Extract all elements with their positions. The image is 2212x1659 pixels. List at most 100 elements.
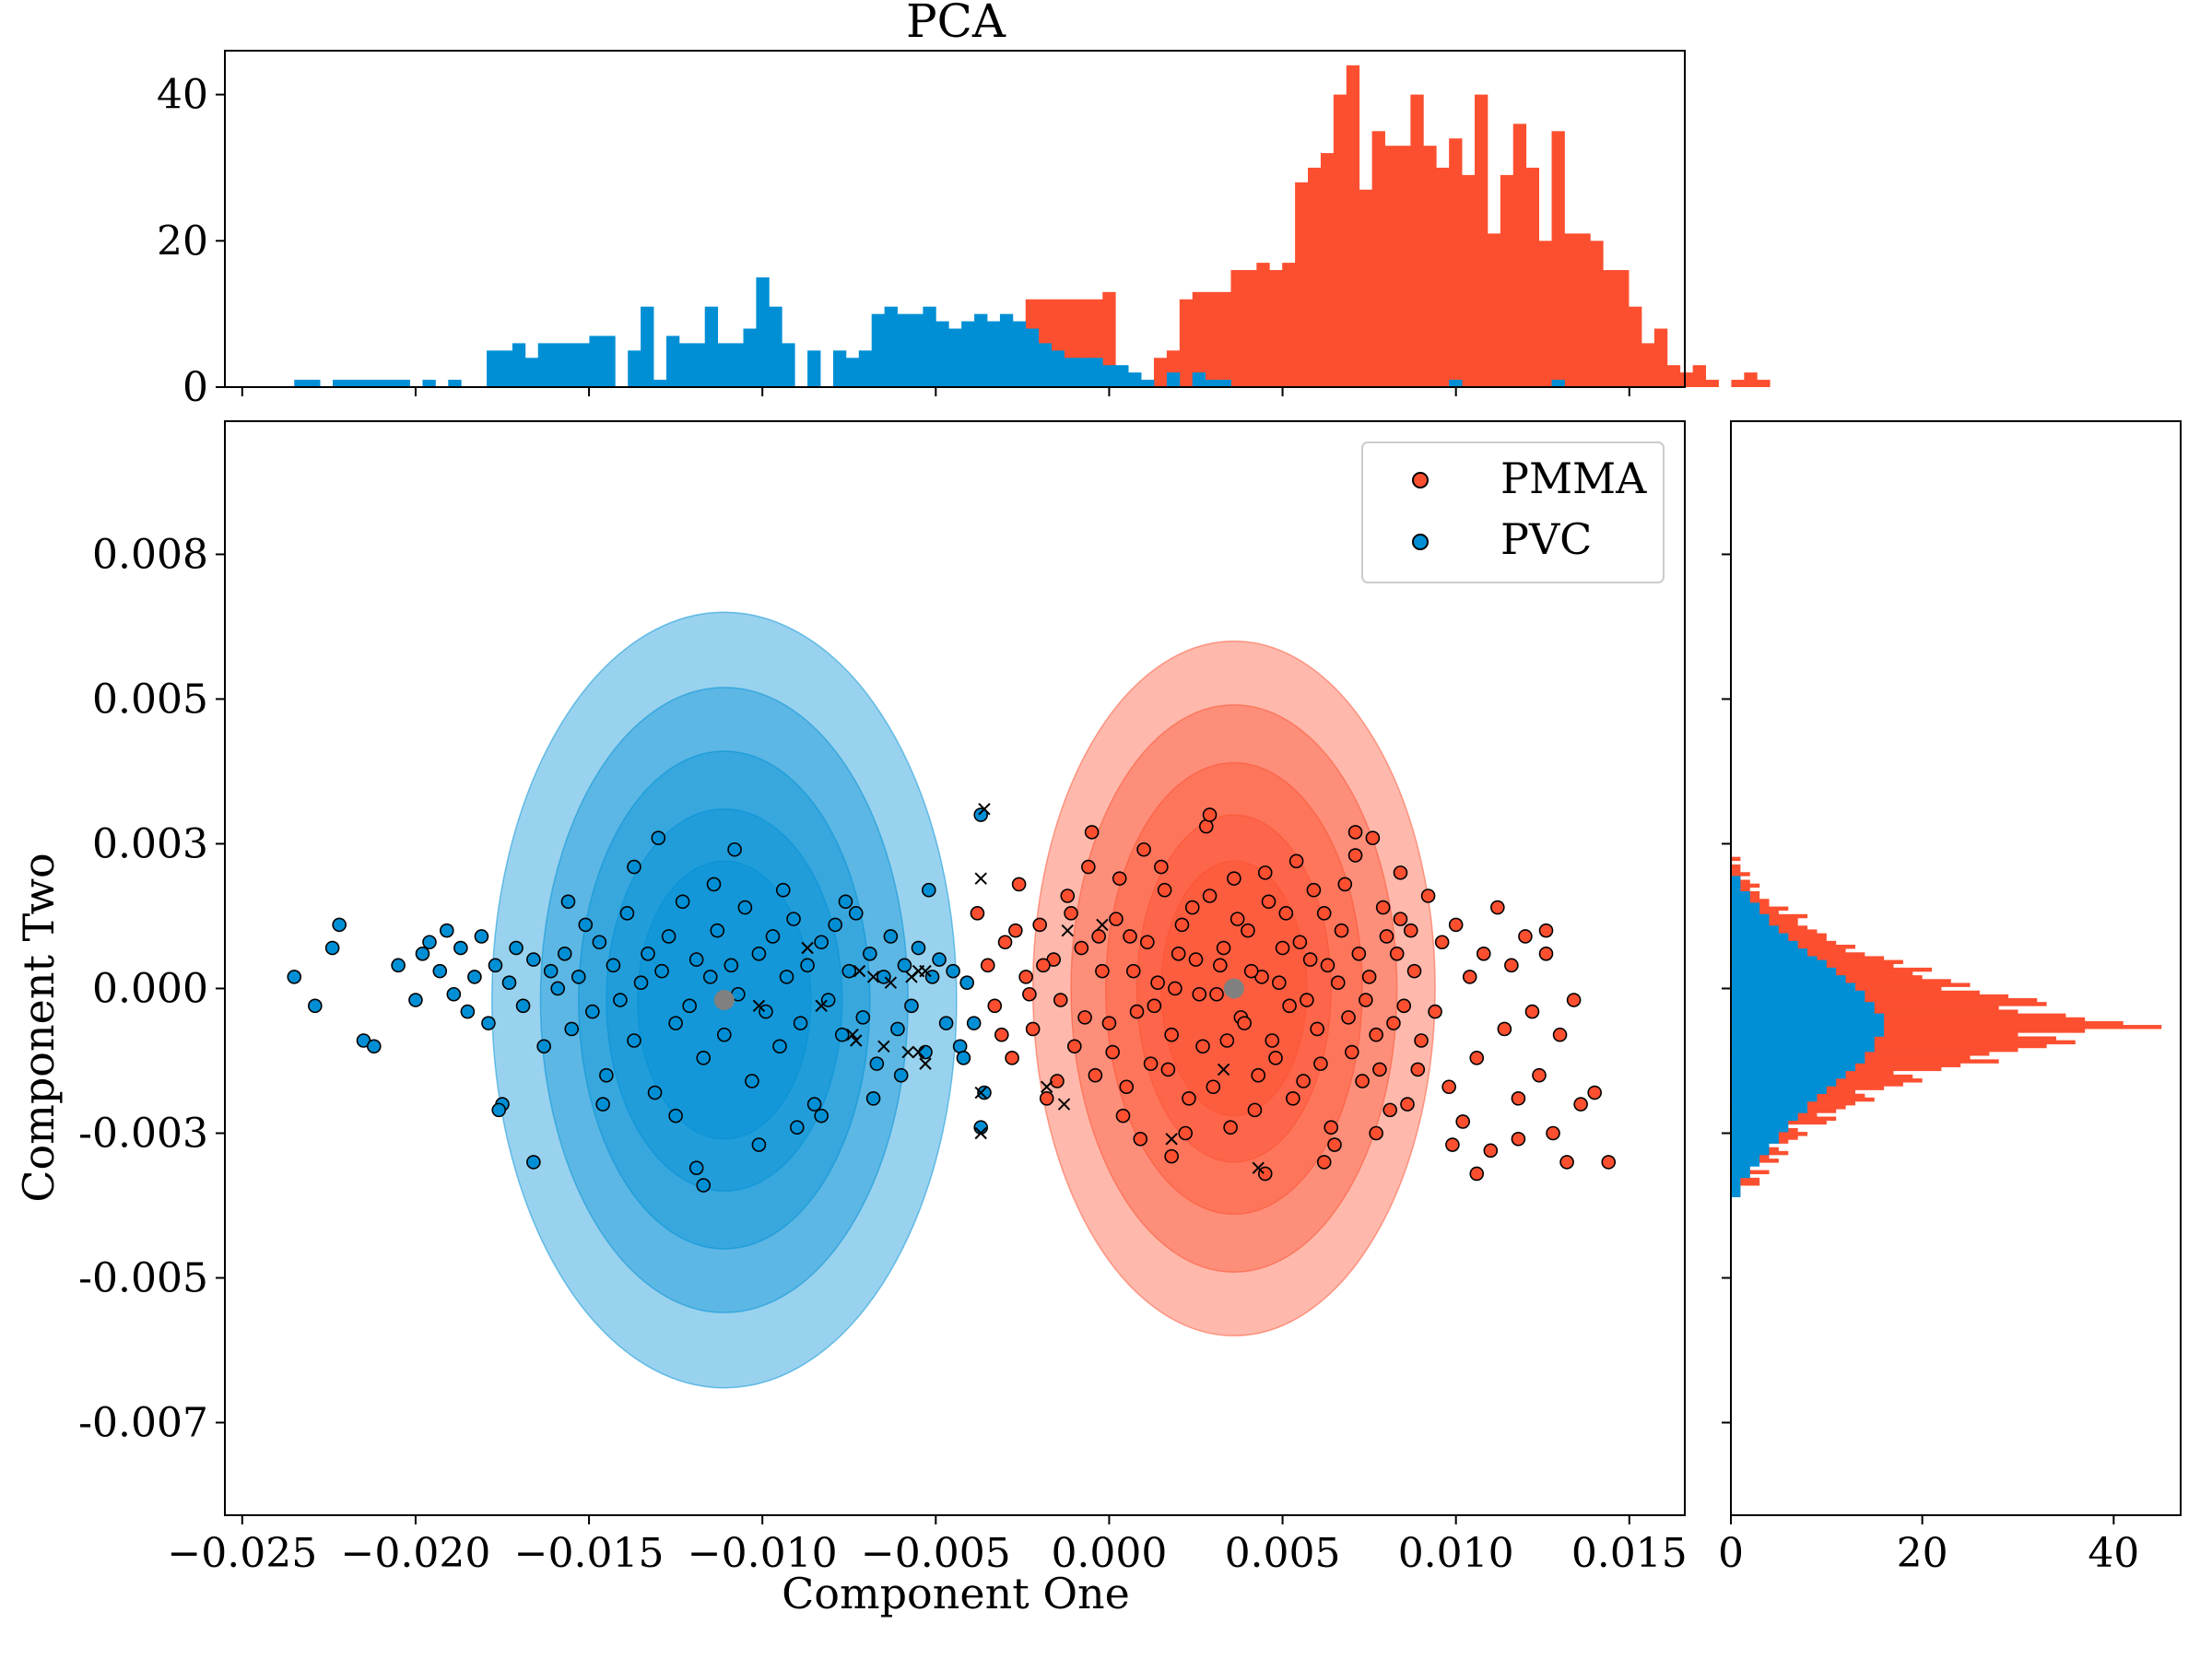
top-histogram-frame: [224, 50, 1686, 388]
point-pvc: [793, 1016, 808, 1030]
top-bar-pmma: [1487, 233, 1501, 387]
point-pmma: [1455, 1114, 1471, 1129]
legend-box: [1361, 441, 1665, 583]
right-bar-pvc: [1731, 929, 1779, 934]
point-pvc: [481, 1016, 496, 1030]
point-pmma: [1292, 935, 1308, 950]
point-pmma: [1125, 963, 1141, 979]
right-bar-pvc: [1731, 1105, 1808, 1110]
point-pmma: [1154, 859, 1169, 875]
point-pvc: [921, 882, 936, 898]
legend-pvc-label: PVC: [1500, 514, 1592, 564]
top-bar-pmma: [1538, 241, 1552, 387]
point-pvc: [710, 923, 725, 938]
top-histogram-pmma-bars: [974, 65, 1771, 388]
y-tick-label: -0.005: [78, 1255, 208, 1302]
right-bar-pmma: [1731, 1017, 2086, 1022]
point-pvc: [439, 923, 454, 938]
x-tick-label: 0.005: [1225, 1530, 1341, 1577]
point-pvc: [675, 894, 690, 910]
right-bar-pvc: [1731, 986, 1855, 992]
misclassified-x-marker: [978, 803, 991, 816]
point-pmma: [1524, 1004, 1540, 1019]
top-bar-pmma: [1564, 233, 1578, 387]
right-bar-pvc: [1731, 1032, 1885, 1037]
point-pvc: [585, 1004, 600, 1019]
point-pvc: [977, 1085, 992, 1100]
point-pmma: [1469, 1166, 1485, 1182]
top-bar-pvc: [487, 350, 500, 387]
point-pmma: [1088, 1067, 1103, 1083]
right-bar-pvc: [1731, 1147, 1770, 1152]
top-bar-pvc: [845, 358, 860, 387]
point-pmma: [1559, 1155, 1574, 1170]
point-pmma: [1077, 1010, 1092, 1025]
top-bar-pvc: [974, 313, 988, 387]
point-pmma: [1147, 998, 1162, 1014]
right-bar-pvc: [1731, 913, 1770, 919]
top-bar-pvc: [1551, 380, 1565, 387]
point-pvc: [647, 1085, 663, 1100]
point-pmma: [1347, 825, 1363, 840]
point-pmma: [1546, 1125, 1560, 1141]
right-bar-pvc: [1731, 1139, 1779, 1144]
top-bar-pvc: [743, 328, 757, 387]
point-pmma: [980, 958, 995, 973]
misclassified-x-marker: [974, 1126, 987, 1140]
top-bar-pmma: [1243, 270, 1257, 387]
point-pvc: [560, 894, 576, 910]
misclassified-x-marker: [1165, 1133, 1178, 1146]
right-bar-pvc: [1731, 1017, 1885, 1022]
point-pmma: [1410, 1062, 1426, 1077]
misclassified-x-marker: [801, 941, 814, 955]
point-pvc: [688, 1160, 704, 1175]
right-bar-pmma: [1731, 913, 1808, 919]
top-bar-pvc: [563, 343, 577, 387]
top-bar-pvc: [1064, 358, 1077, 387]
point-pmma: [1278, 906, 1294, 921]
top-bar-pmma: [1705, 380, 1719, 387]
right-bar-pmma: [1731, 1020, 2124, 1026]
top-y-tick-label: 20: [157, 218, 208, 265]
y-tick-label: 0.000: [92, 965, 208, 1012]
point-pvc: [696, 1051, 712, 1065]
misclassified-x-marker: [901, 1045, 914, 1059]
point-pvc: [883, 929, 899, 944]
right-bar-pvc: [1731, 910, 1760, 915]
main-scatter-panel: −0.025 −0.020 −0.015 −0.010 −0.005 0.000 0.005…: [78, 420, 1688, 1577]
point-pmma: [1445, 1137, 1460, 1152]
right-bar-pmma: [1731, 872, 1750, 877]
legend-pmma-marker: [1412, 472, 1429, 488]
point-pmma: [1327, 1137, 1342, 1152]
point-pvc: [509, 940, 524, 956]
misclassified-x-marker: [974, 1086, 987, 1100]
misclassified-markers: [752, 803, 1265, 1174]
misclassified-x-marker: [974, 872, 987, 885]
right-bar-pmma: [1731, 1029, 2086, 1033]
point-pmma: [1389, 946, 1405, 961]
point-pmma: [1050, 1074, 1065, 1088]
right-histogram-frame: [1730, 420, 2182, 1516]
point-pmma: [1237, 1016, 1252, 1030]
point-pvc: [595, 1097, 610, 1112]
point-pvc: [848, 906, 864, 921]
top-bar-pvc: [641, 306, 654, 387]
point-pvc: [786, 912, 801, 926]
point-pvc: [706, 877, 722, 892]
top-bar-pvc: [1449, 380, 1463, 387]
misclassified-x-marker: [877, 1040, 890, 1053]
misclassified-x-marker: [1041, 1080, 1053, 1093]
point-pmma: [1039, 1091, 1054, 1106]
top-bar-pmma: [1551, 131, 1565, 388]
point-pmma: [1091, 929, 1106, 944]
point-pmma: [1140, 935, 1155, 950]
top-bar-pmma: [1525, 167, 1539, 387]
right-bar-pvc: [1731, 890, 1750, 896]
right-bar-pvc: [1731, 902, 1760, 907]
point-pvc: [863, 946, 877, 961]
point-pvc: [834, 1027, 850, 1042]
point-pmma: [997, 935, 1013, 950]
point-pvc: [641, 946, 655, 961]
point-pmma: [1150, 975, 1165, 991]
point-pmma: [1351, 946, 1367, 961]
